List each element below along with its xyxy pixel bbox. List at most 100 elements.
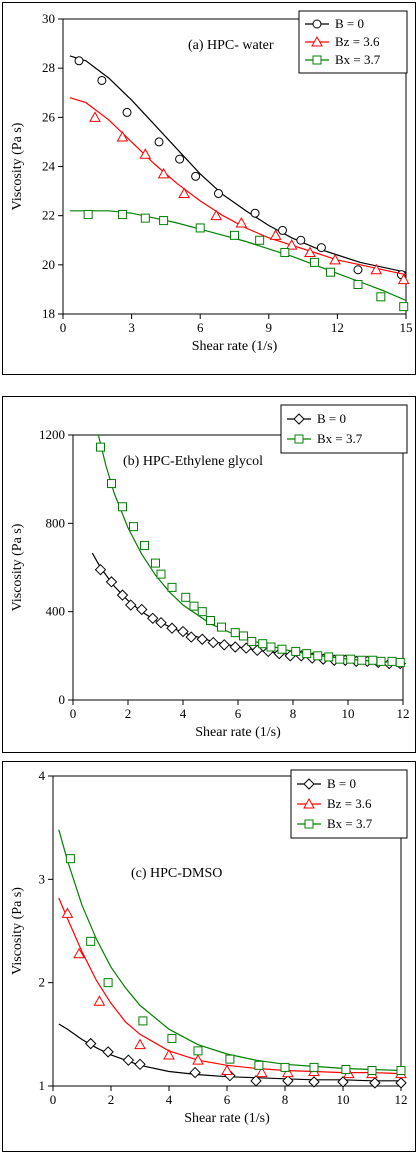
data-point: [159, 216, 169, 226]
data-point: [282, 1075, 294, 1087]
data-point: [192, 1054, 204, 1065]
data-point: [134, 1058, 146, 1071]
data-point: [255, 235, 265, 245]
data-point: [167, 1033, 177, 1043]
data-point: [369, 1077, 381, 1089]
x-tick-label: 6: [224, 1092, 231, 1107]
legend-label: Bz = 3.6: [335, 34, 380, 49]
x-tick-label: 6: [235, 706, 242, 721]
data-point: [116, 589, 129, 601]
data-point: [396, 1066, 406, 1075]
legend-marker: [312, 55, 322, 65]
data-point: [175, 154, 185, 164]
x-tick-label: 3: [128, 320, 135, 335]
legend-label: Bx = 3.7: [327, 816, 373, 831]
x-tick-label: 10: [337, 1092, 350, 1107]
legend-marker: [304, 819, 314, 829]
data-point: [308, 1076, 320, 1088]
legend-label: Bz = 3.6: [327, 796, 372, 811]
x-tick-label: 0: [50, 1092, 57, 1107]
series-group: [69, 97, 406, 276]
fit-line: [58, 897, 401, 1075]
legend-marker: [293, 413, 305, 425]
panel-annotation: (b) HPC-Ethylene glycol: [123, 454, 263, 469]
data-point: [213, 189, 223, 199]
data-point: [107, 479, 116, 489]
data-point: [221, 1064, 233, 1075]
series-group: [69, 55, 406, 273]
data-point: [185, 631, 197, 643]
data-point: [196, 633, 208, 645]
x-tick-label: 12: [331, 320, 344, 335]
data-point: [163, 1048, 175, 1060]
data-point: [86, 936, 96, 946]
data-point: [254, 1060, 264, 1070]
x-tick-label: 4: [166, 1092, 173, 1107]
data-point: [195, 223, 205, 233]
y-tick-label: 22: [42, 208, 55, 223]
data-point: [291, 646, 301, 656]
legend-label: B = 0: [327, 776, 356, 791]
data-point: [191, 171, 201, 181]
data-point: [368, 655, 378, 665]
data-point: [156, 569, 166, 579]
data-point: [197, 607, 207, 617]
data-point: [117, 209, 127, 219]
data-point: [129, 522, 138, 532]
data-point: [225, 1054, 235, 1064]
legend-label: B = 0: [335, 16, 364, 31]
data-point: [304, 246, 316, 258]
data-point: [151, 558, 160, 568]
data-point: [376, 292, 386, 302]
data-point: [357, 655, 367, 665]
y-tick-label: 18: [42, 306, 55, 321]
x-tick-label: 6: [197, 320, 204, 335]
data-point: [157, 167, 170, 179]
data-point: [122, 1054, 135, 1066]
data-point: [61, 907, 74, 918]
data-point: [122, 107, 132, 117]
data-point: [313, 651, 323, 661]
data-point: [277, 644, 287, 654]
data-point: [310, 257, 320, 267]
series-group: [58, 829, 401, 1072]
data-point: [140, 213, 150, 223]
series-group: [58, 897, 401, 1075]
x-tick-label: 2: [108, 1092, 115, 1107]
x-tick-label: 4: [180, 706, 187, 721]
data-point: [154, 137, 164, 147]
data-point: [309, 1062, 319, 1072]
data-point: [250, 1075, 262, 1087]
data-point: [125, 599, 137, 611]
legend-marker: [294, 434, 304, 444]
data-point: [285, 239, 298, 250]
panel-annotation: (c) HPC-DMSO: [131, 866, 222, 881]
data-point: [102, 1046, 114, 1058]
panel-annotation: (a) HPC- water: [188, 38, 274, 53]
legend-label: Bx = 3.7: [317, 431, 363, 446]
y-tick-label: 800: [46, 515, 66, 530]
data-point: [73, 947, 85, 959]
y-tick-label: 4: [39, 768, 46, 783]
y-tick-label: 3: [39, 871, 46, 886]
data-point: [96, 442, 105, 452]
y-tick-label: 1: [39, 1078, 46, 1093]
legend-marker: [311, 35, 323, 47]
data-point: [147, 612, 159, 624]
data-point: [278, 225, 288, 235]
data-point: [193, 1046, 203, 1056]
data-point: [207, 636, 219, 649]
data-point: [178, 187, 191, 199]
data-point: [83, 209, 93, 219]
data-point: [181, 592, 191, 602]
data-point: [206, 616, 215, 625]
data-point: [177, 625, 189, 638]
y-tick-label: 30: [42, 11, 55, 26]
data-point: [395, 657, 405, 667]
fit-line: [69, 210, 406, 302]
x-tick-label: 8: [290, 706, 297, 721]
data-point: [94, 564, 107, 576]
data-point: [337, 1076, 349, 1088]
data-point: [255, 1066, 268, 1078]
data-point: [230, 230, 239, 240]
